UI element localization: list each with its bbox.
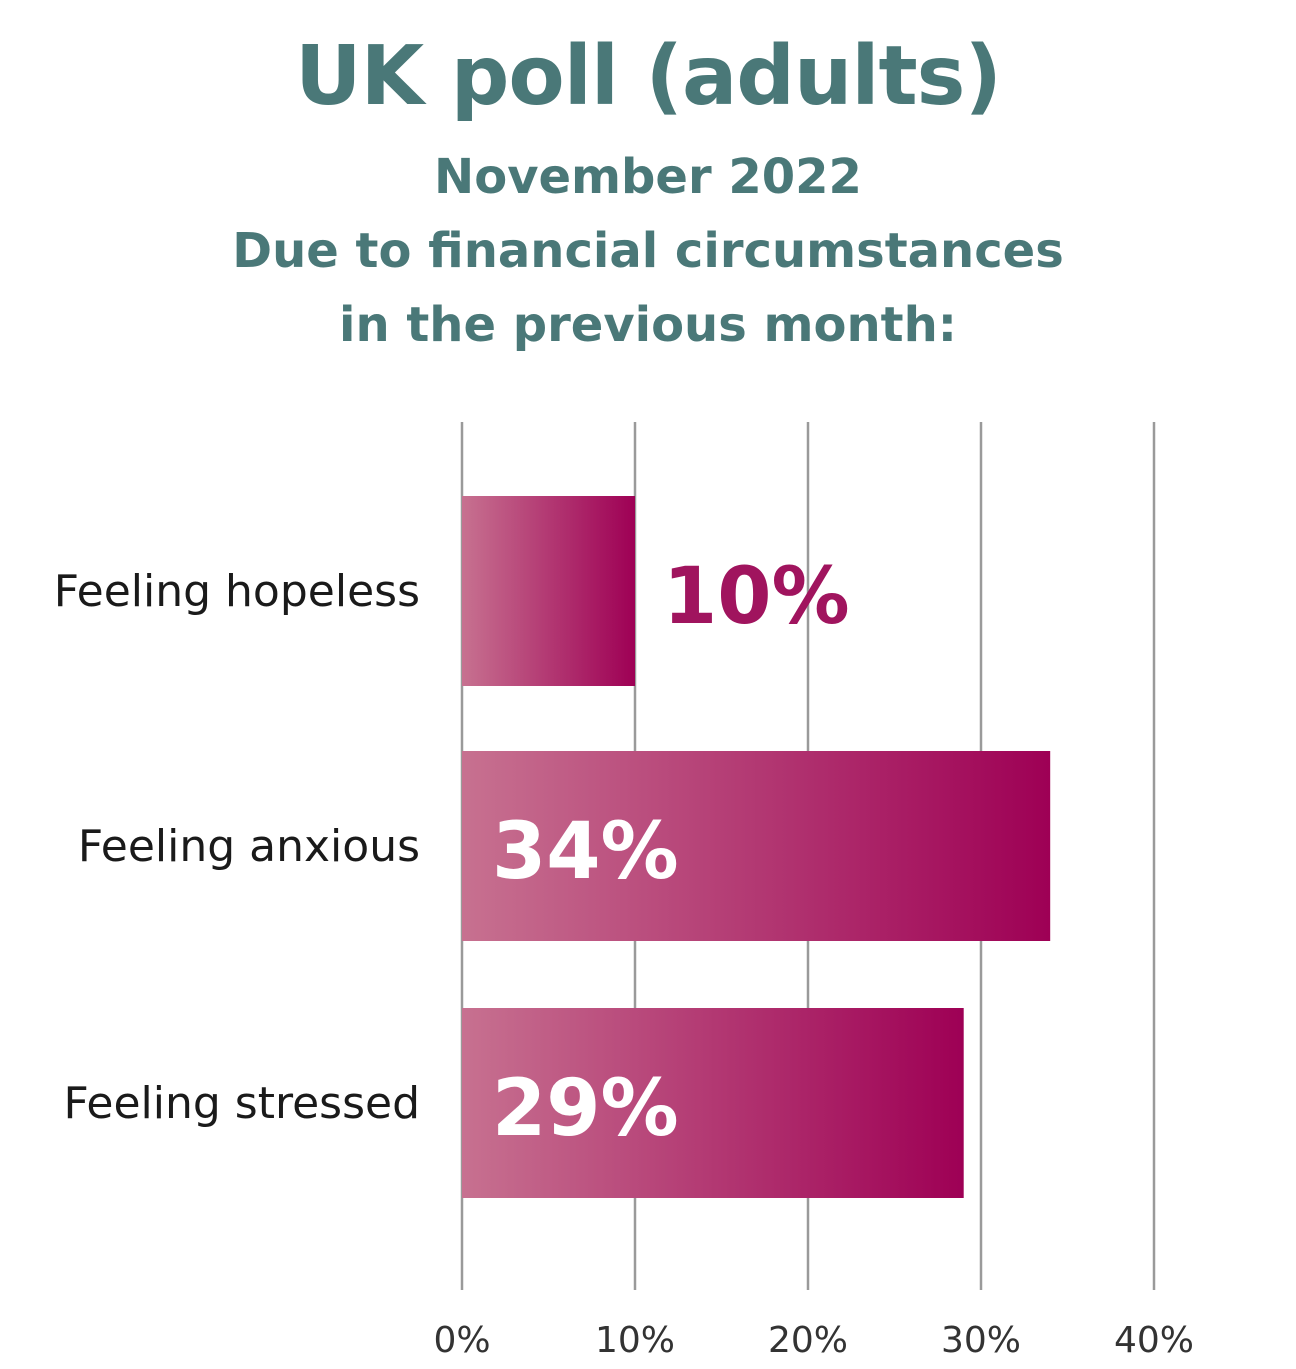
data-label: 34%: [492, 807, 679, 897]
category-label: Feeling anxious: [78, 821, 420, 872]
x-tick-label: 40%: [1114, 1320, 1194, 1361]
bar-feeling-anxious: [462, 751, 1051, 941]
bars: [462, 496, 1051, 1198]
data-label: 29%: [492, 1064, 679, 1154]
category-label: Feeling stressed: [63, 1078, 420, 1129]
bar-feeling-stressed: [462, 1008, 964, 1198]
category-label: Feeling hopeless: [54, 566, 420, 617]
labels: 0% 10% 20% 30% 40% Feeling hopeless 10% Feeling…: [54, 552, 1194, 1361]
chart-subtitle-line-1: November 2022: [434, 149, 862, 205]
chart-subtitle-line-2: Due to financial circumstances: [232, 223, 1064, 279]
bar-feeling-hopeless: [462, 496, 635, 686]
x-tick-label: 0%: [433, 1320, 490, 1361]
x-tick-label: 30%: [941, 1320, 1021, 1361]
x-tick-label: 10%: [595, 1320, 675, 1361]
chart-title: UK poll (adults): [295, 29, 1002, 124]
data-label: 10%: [663, 552, 850, 642]
x-tick-label: 20%: [768, 1320, 848, 1361]
chart-subtitle-line-3: in the previous month:: [339, 297, 957, 353]
